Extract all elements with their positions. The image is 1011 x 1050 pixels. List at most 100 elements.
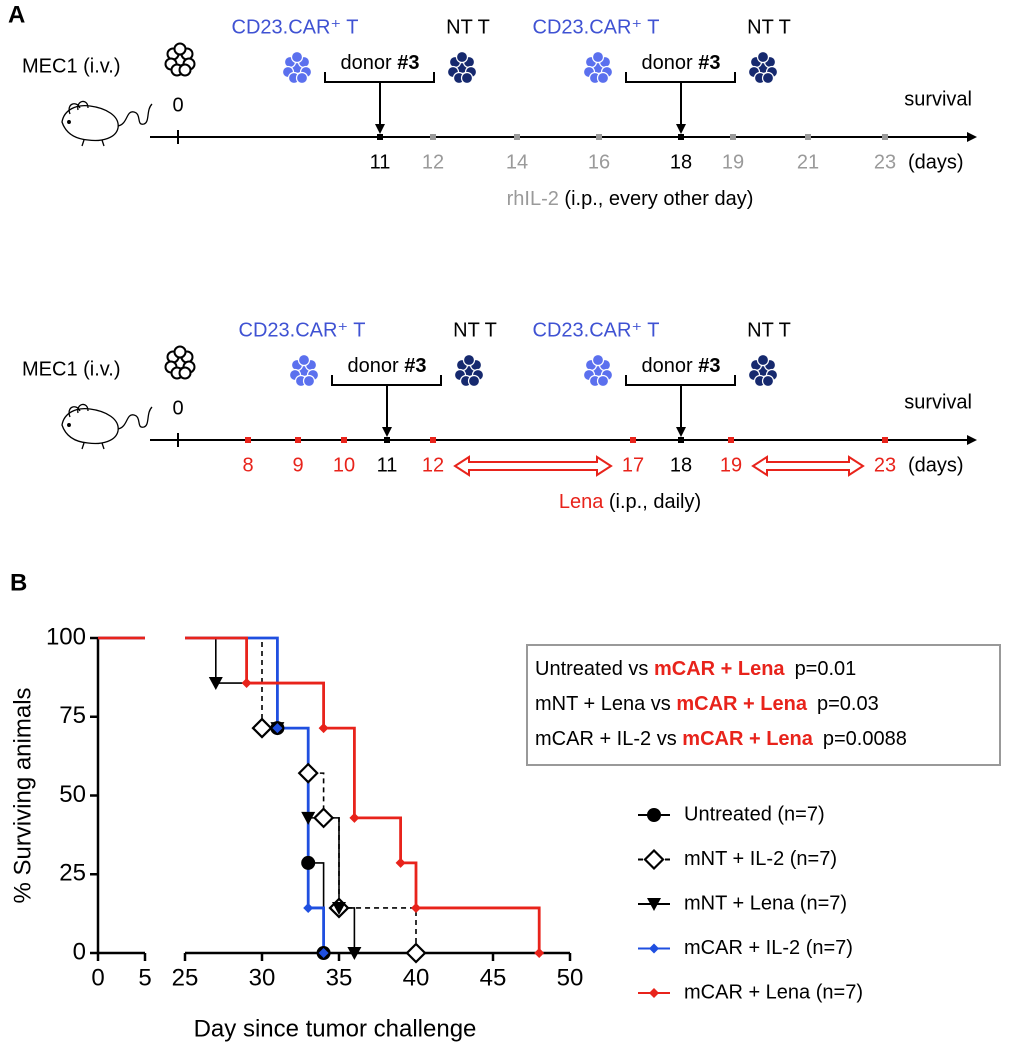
y-axis-label: % Surviving animals <box>9 687 36 903</box>
day-tick <box>377 134 383 140</box>
cell <box>178 366 192 380</box>
marker <box>301 811 316 825</box>
day-tick <box>882 134 888 140</box>
donor-id: #3 <box>698 52 720 74</box>
day0-label: 0 <box>172 397 183 419</box>
day-tick <box>430 437 436 443</box>
day-label: 17 <box>622 454 644 476</box>
cell <box>467 374 481 388</box>
day-tick <box>596 134 602 140</box>
marker <box>647 898 661 911</box>
marker <box>241 678 252 689</box>
day-tick <box>730 134 736 140</box>
mouse-eye <box>67 120 71 124</box>
day-tick <box>430 134 436 140</box>
donor-text: donor <box>348 355 405 377</box>
marker <box>643 848 665 871</box>
x-tick-label: 25 <box>172 964 199 991</box>
donor-label: donor #3 <box>642 52 721 74</box>
marker <box>647 808 661 822</box>
day-label: 16 <box>588 151 610 173</box>
x-tick-label: 5 <box>138 964 151 991</box>
legend-label: mNT + Lena (n=7) <box>684 892 847 914</box>
treatment-name: rhIL-2 <box>507 188 559 210</box>
cell <box>761 374 775 388</box>
day-label: 8 <box>242 454 253 476</box>
legend-label: mCAR + IL-2 (n=7) <box>684 937 853 959</box>
day-label: 11 <box>370 151 391 173</box>
day-tick <box>384 437 390 443</box>
x-tick-label: 40 <box>403 964 430 991</box>
legend-label: mCAR + Lena (n=7) <box>684 981 863 1003</box>
survival-curve <box>98 636 541 953</box>
donor-text: donor <box>642 52 699 74</box>
x-tick-label: 0 <box>91 964 104 991</box>
day-label: 23 <box>874 151 896 173</box>
mouse-ear <box>77 403 89 414</box>
mouse-icon <box>61 403 153 450</box>
marker <box>251 717 273 739</box>
marker <box>303 902 314 913</box>
day-tick <box>678 134 684 140</box>
stats-reference: mCAR + Lena <box>682 728 813 750</box>
mouse-tail <box>117 103 153 127</box>
stats-reference: mCAR + Lena <box>654 658 785 680</box>
cell <box>596 374 610 388</box>
cell <box>173 42 187 56</box>
car-label: CD23.CAR⁺ T <box>232 16 359 38</box>
cell-icon <box>288 353 320 388</box>
marker <box>395 857 406 868</box>
day-label: 19 <box>722 151 744 173</box>
day-tick <box>805 134 811 140</box>
car-label: CD23.CAR⁺ T <box>239 319 366 341</box>
y-tick-label: 100 <box>46 623 86 650</box>
stats-p: p=0.03 <box>817 693 879 715</box>
cell <box>295 71 309 85</box>
cell-icon <box>453 353 485 388</box>
stats-box <box>526 644 1001 766</box>
marker <box>332 901 346 915</box>
car-label: CD23.CAR⁺ T <box>533 319 660 341</box>
stats-vs: vs <box>645 693 676 715</box>
panel-label: A <box>8 1 25 28</box>
treatment-name: Lena <box>559 491 604 513</box>
unit-label: (days) <box>908 454 964 476</box>
stats-vs: vs <box>623 658 654 680</box>
mouse-ear <box>68 406 81 418</box>
cell <box>596 71 610 85</box>
x-tick-label: 30 <box>249 964 276 991</box>
donor-text: donor <box>341 52 398 74</box>
cell <box>462 353 476 367</box>
day-tick <box>882 437 888 443</box>
marker <box>301 855 316 870</box>
marker <box>318 948 329 958</box>
legend-label: mNT + IL-2 (n=7) <box>684 848 837 870</box>
donor-label: donor #3 <box>348 355 427 377</box>
marker <box>318 723 329 734</box>
day-label: 14 <box>506 151 528 173</box>
stats-p: p=0.01 <box>795 658 857 680</box>
legend-label: Untreated (n=7) <box>684 803 825 825</box>
cell <box>455 50 469 64</box>
day-label: 18 <box>670 151 692 173</box>
nt-label: NT T <box>453 319 497 341</box>
marker <box>411 902 421 913</box>
donor-id: #3 <box>698 355 720 377</box>
day-tick <box>630 437 636 443</box>
cell-icon <box>281 50 313 85</box>
mouse-ear <box>68 103 81 115</box>
nt-label: NT T <box>747 16 791 38</box>
endpoint-label: survival <box>904 391 972 413</box>
stats-line: mCAR + IL-2 vs mCAR + Lena p=0.0088 <box>535 728 907 750</box>
injection-label: MEC1 (i.v.) <box>22 55 121 77</box>
stats-group: mNT + Lena <box>535 693 646 715</box>
x-tick-label: 50 <box>557 964 584 991</box>
mouse-tail <box>117 406 153 430</box>
donor-text: donor <box>642 355 699 377</box>
y-tick-label: 50 <box>59 781 86 808</box>
donor-id: #3 <box>404 355 426 377</box>
cell <box>290 50 304 64</box>
duration-arrow <box>453 455 613 477</box>
day-label: 9 <box>292 454 303 476</box>
